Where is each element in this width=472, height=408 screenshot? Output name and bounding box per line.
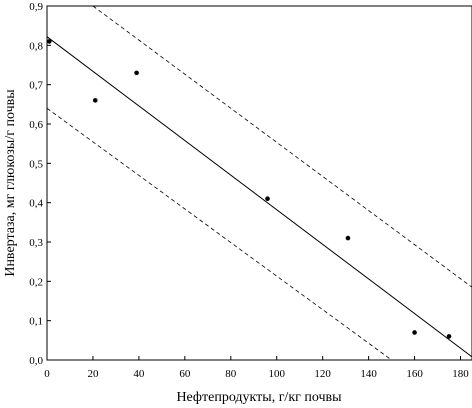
x-tick-label: 180 — [452, 368, 469, 380]
y-tick-label: 0,5 — [29, 158, 43, 170]
plot-frame — [46, 5, 472, 361]
y-tick-label: 0,2 — [29, 276, 43, 288]
data-point — [446, 334, 452, 339]
x-tick-label: 80 — [225, 368, 237, 380]
x-axis-title: Нефтепродукты, г/кг почвы — [176, 390, 342, 405]
x-tick-label: 100 — [268, 368, 285, 380]
x-tick-label: 0 — [44, 368, 50, 380]
y-tick-label: 0,6 — [29, 119, 43, 131]
x-tick-label: 60 — [179, 368, 191, 380]
x-tick-label: 40 — [133, 368, 145, 380]
data-point — [345, 235, 351, 241]
x-tick-label: 20 — [87, 368, 99, 380]
data-point — [92, 98, 98, 103]
points — [46, 39, 452, 339]
y-tick-label: 0,1 — [29, 316, 43, 328]
y-tick-label: 0,0 — [29, 355, 43, 367]
y-axis-title: Инвертаза, мг глюкозы/г почвы — [3, 89, 18, 277]
y-tick-label: 0,3 — [29, 237, 43, 249]
data-point — [412, 330, 417, 335]
y-tick-label: 0,4 — [29, 198, 43, 210]
x-tick-label: 120 — [314, 368, 331, 380]
data-point — [134, 70, 139, 76]
x-tick-label: 160 — [406, 368, 423, 380]
upper-confidence-band — [92, 5, 472, 288]
lines — [46, 5, 472, 361]
y-tick-label: 0,8 — [29, 40, 43, 52]
x-tick-label: 140 — [360, 368, 377, 380]
y-tick-label: 0,7 — [29, 80, 43, 92]
data-point — [46, 39, 52, 44]
data-point — [265, 196, 270, 202]
regression-line — [46, 36, 472, 358]
ticks — [46, 5, 462, 361]
y-tick-label: 0,9 — [29, 1, 43, 13]
tick-labels: 0 20 40 60 80 100 120 140 160 180 0,0 0,1 0,2 0,3 0,4 0… — [29, 1, 469, 380]
lower-confidence-band — [46, 107, 392, 361]
